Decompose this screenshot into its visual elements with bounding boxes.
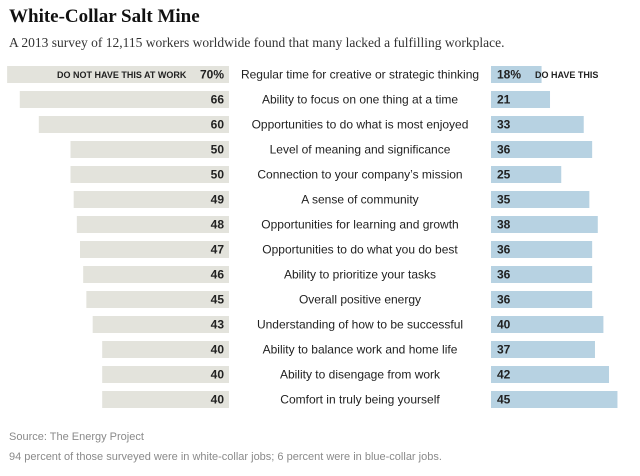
right-bar (491, 391, 618, 408)
left-series-header: DO NOT HAVE THIS AT WORK (57, 70, 187, 80)
right-value-label: 35 (497, 193, 511, 207)
left-value-label: 50 (211, 168, 225, 182)
right-value-label: 37 (497, 343, 511, 357)
left-bar (19, 91, 230, 108)
source-note: Source: The Energy Project (9, 431, 144, 443)
right-bar (491, 241, 593, 258)
right-bar (491, 116, 584, 133)
category-label: Opportunities for learning and growth (261, 218, 458, 232)
left-bar (102, 341, 229, 358)
right-value-label: 36 (497, 143, 511, 157)
category-label: Overall positive energy (299, 293, 421, 307)
left-bar (38, 116, 229, 133)
category-label: Comfort in truly being yourself (280, 393, 440, 407)
left-bar (102, 366, 229, 383)
right-value-label: 18% (497, 68, 521, 82)
left-bar (83, 266, 230, 283)
category-label: Ability to balance work and home life (263, 343, 458, 357)
right-value-label: 45 (497, 393, 511, 407)
chart-subtitle: A 2013 survey of 12,115 workers worldwid… (9, 35, 505, 50)
category-label: Level of meaning and significance (270, 143, 451, 157)
category-label: Opportunities to do what you do best (262, 243, 458, 257)
left-value-label: 45 (211, 293, 225, 307)
right-bar (491, 216, 598, 233)
right-bar (491, 191, 590, 208)
left-bar (76, 216, 229, 233)
right-value-label: 38 (497, 218, 511, 232)
right-bar (491, 91, 551, 108)
category-label: Understanding of how to be successful (257, 318, 463, 332)
right-bar (491, 266, 593, 283)
right-bar (491, 166, 562, 183)
right-value-label: 40 (497, 318, 511, 332)
right-value-label: 36 (497, 243, 511, 257)
right-value-label: 36 (497, 293, 511, 307)
left-bar (102, 391, 229, 408)
category-label: A sense of community (301, 193, 418, 207)
left-value-label: 60 (211, 118, 225, 132)
right-bar (491, 141, 593, 158)
category-label: Regular time for creative or strategic t… (241, 68, 479, 82)
left-value-label: 50 (211, 143, 225, 157)
left-bar (70, 166, 229, 183)
right-value-label: 42 (497, 368, 511, 382)
right-bar (491, 316, 604, 333)
left-bar (70, 141, 229, 158)
left-value-label: 49 (211, 193, 225, 207)
left-bar (80, 241, 229, 258)
left-value-label: 66 (211, 93, 225, 107)
chart-title: White-Collar Salt Mine (9, 6, 200, 27)
right-value-label: 33 (497, 118, 511, 132)
right-bar (491, 366, 610, 383)
right-value-label: 25 (497, 168, 511, 182)
left-value-label: 46 (211, 268, 225, 282)
left-value-label: 40 (211, 368, 225, 382)
right-value-label: 21 (497, 93, 511, 107)
right-series-header: DO HAVE THIS (535, 70, 598, 80)
left-value-label: 40 (211, 393, 225, 407)
category-label: Connection to your company’s mission (257, 168, 462, 182)
left-bar (73, 191, 229, 208)
left-bar (92, 316, 229, 333)
left-value-label: 43 (211, 318, 225, 332)
right-value-label: 36 (497, 268, 511, 282)
left-value-label: 48 (211, 218, 225, 232)
footnote: 94 percent of those surveyed were in whi… (9, 451, 442, 463)
category-label: Opportunities to do what is most enjoyed (252, 118, 469, 132)
left-value-label: 47 (211, 243, 225, 257)
right-bar (491, 341, 595, 358)
category-label: Ability to prioritize your tasks (284, 268, 436, 282)
right-bar (491, 291, 593, 308)
left-value-label: 70% (200, 68, 224, 82)
right-bar (491, 66, 542, 83)
category-label: Ability to focus on one thing at a time (262, 93, 458, 107)
left-value-label: 40 (211, 343, 225, 357)
category-label: Ability to disengage from work (280, 368, 441, 382)
left-bar (7, 66, 229, 83)
left-bar (86, 291, 229, 308)
